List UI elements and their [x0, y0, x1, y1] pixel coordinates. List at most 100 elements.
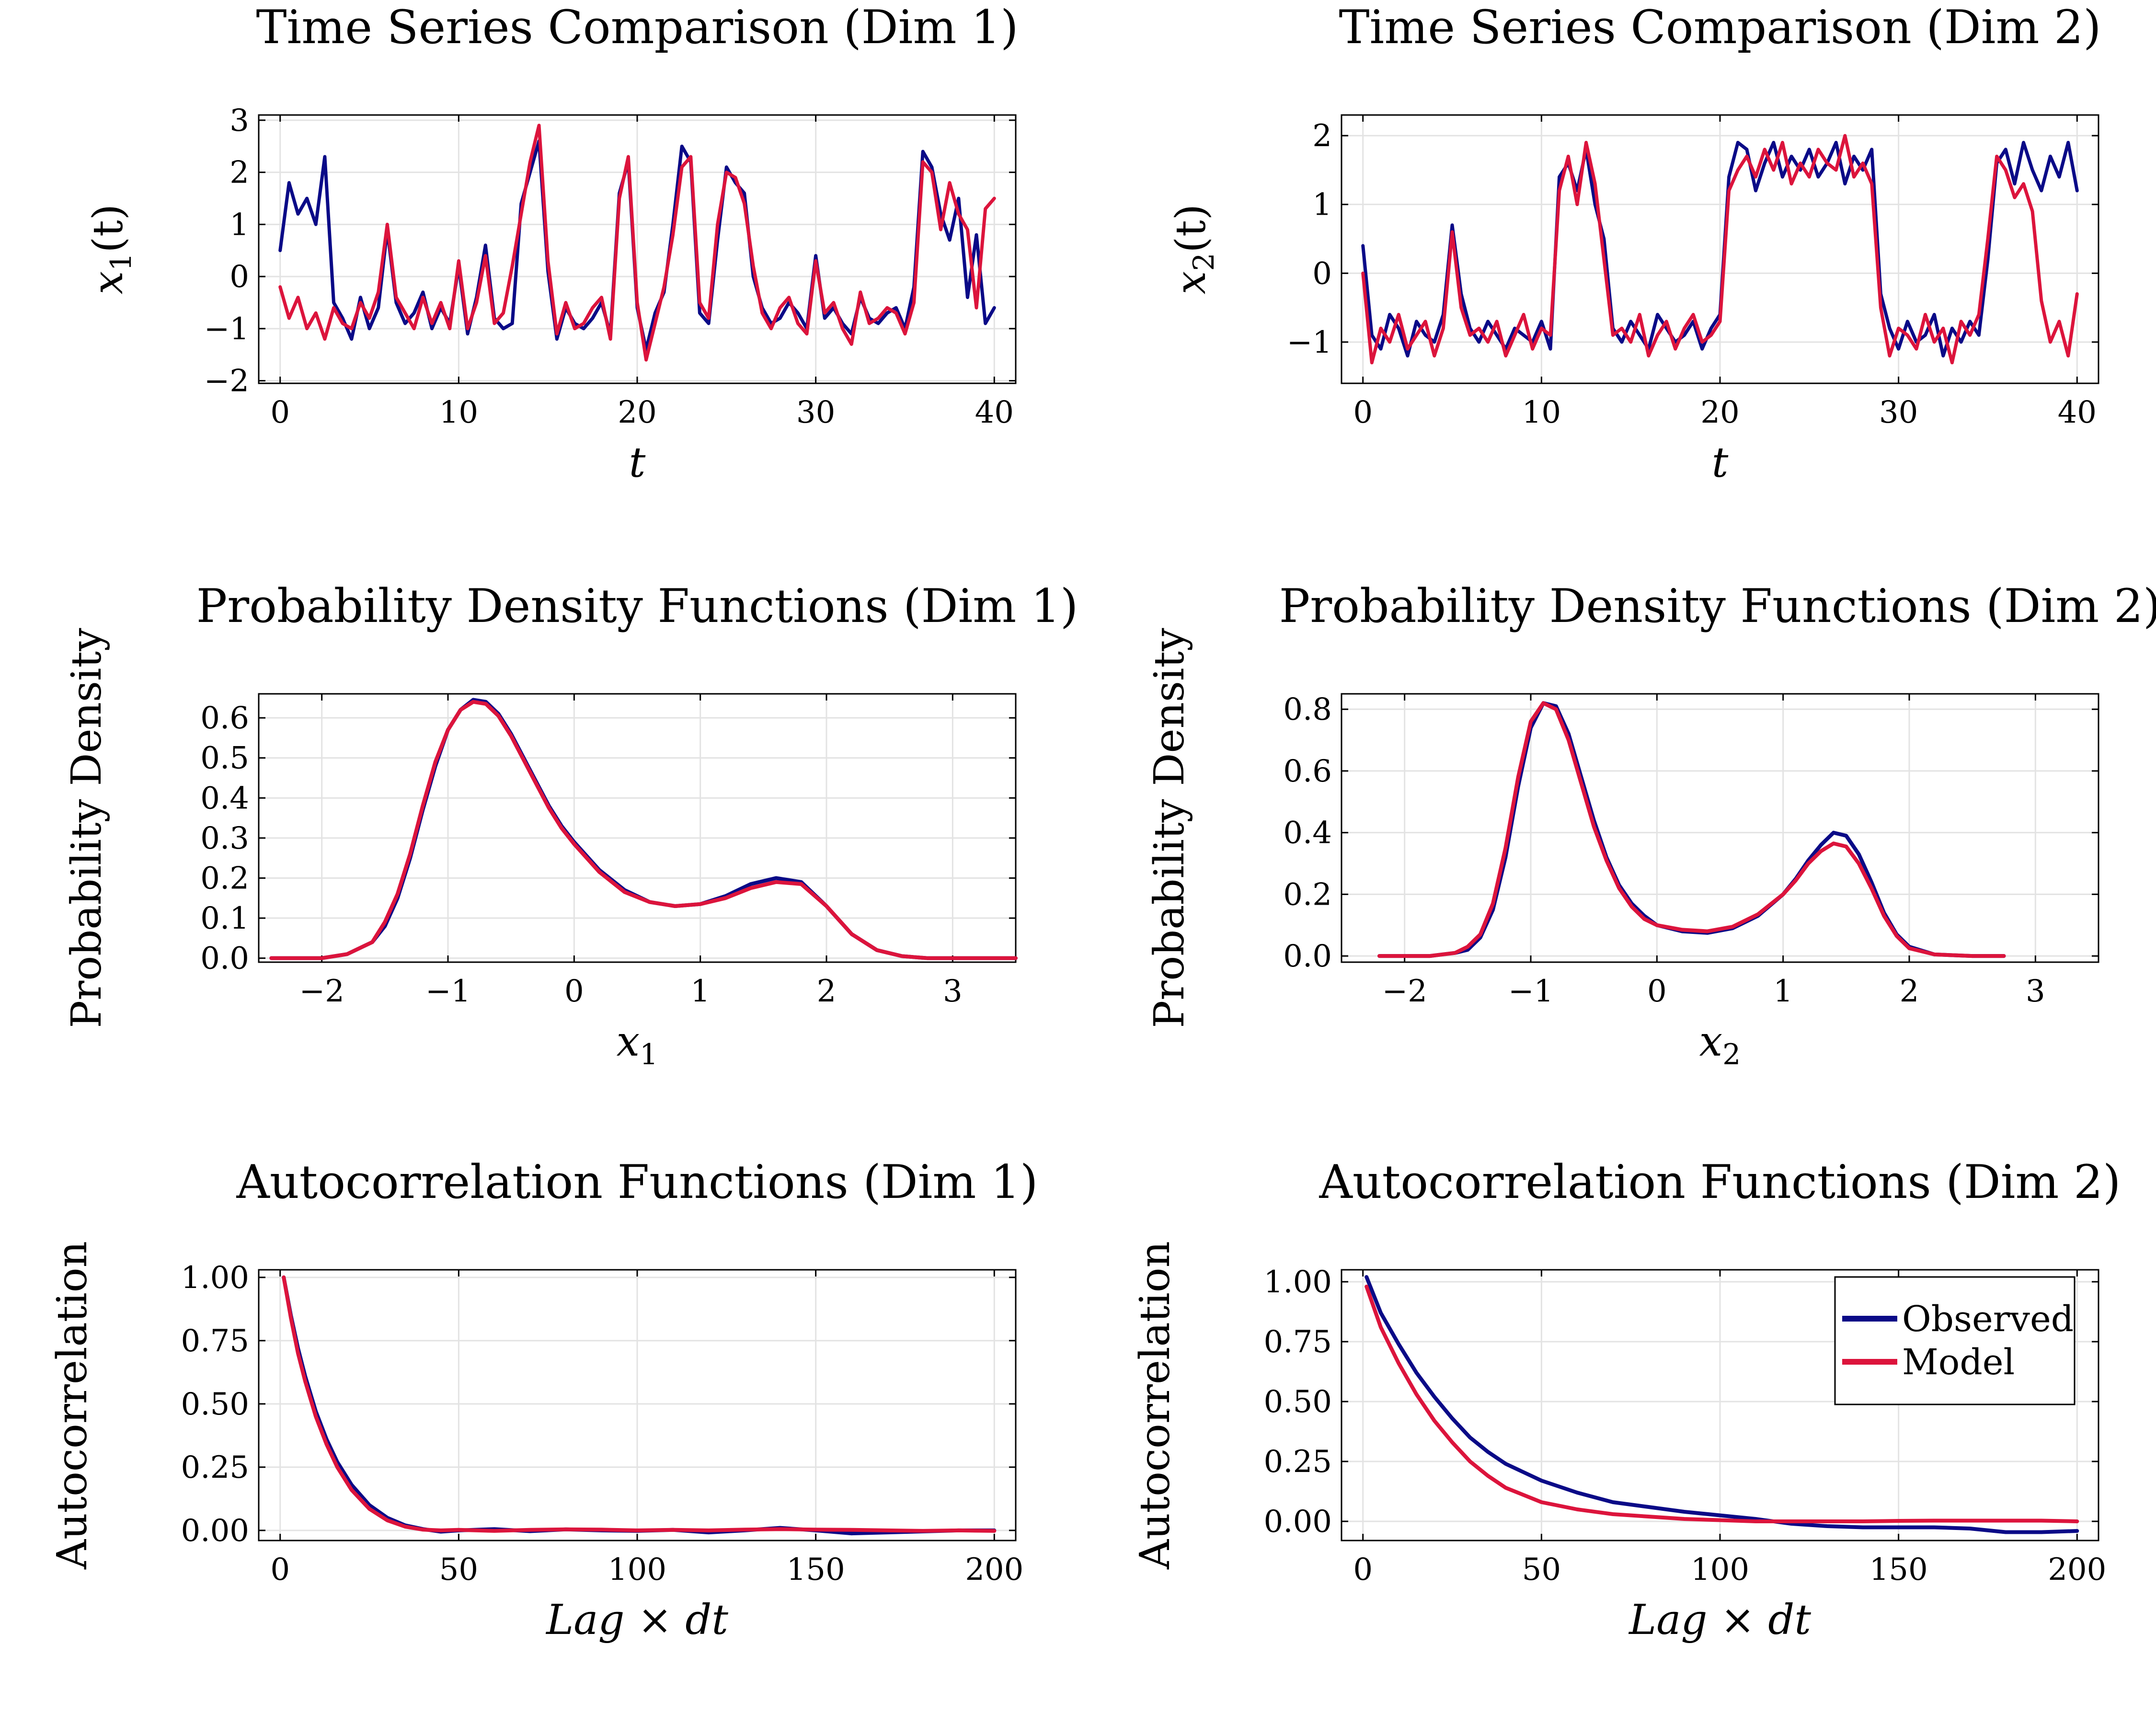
x-tick-label: −2 [1382, 974, 1427, 1009]
x-axis-label: Lag × dt [545, 1596, 728, 1644]
chart-ts1: 0 10 20 30 40 −2 −1 0 1 2 3 Time Series Comparison … [84, 0, 1019, 487]
chart-title: Time Series Comparison (Dim 2) [1339, 0, 2101, 54]
y-axis-label: x1(t) [84, 204, 138, 294]
y-tick-label: 0.50 [181, 1387, 250, 1422]
series-line-model [282, 1275, 997, 1533]
x-tick-label: 1 [690, 974, 710, 1009]
series-line-model [1365, 1285, 2079, 1523]
chart-acf1: 0 50 100 150 200 0.00 0.25 0.50 0.75 1.00 Autocorr… [48, 1155, 1038, 1644]
y-axis-label: Probability Density [63, 628, 111, 1028]
y-tick-label: −1 [204, 311, 249, 347]
y-tick-label: 1.00 [1264, 1265, 1332, 1300]
x-tick-label: 0 [564, 974, 584, 1009]
y-tick-label: 0.00 [181, 1513, 250, 1549]
x-tick-label: 2 [817, 974, 837, 1009]
x-tick-label: 50 [1522, 1552, 1561, 1587]
x-tick-label: 100 [1691, 1552, 1749, 1587]
y-tick-label: 0.75 [1264, 1324, 1332, 1360]
y-tick-label: 0.4 [1283, 816, 1332, 851]
x-tick-label: −2 [299, 974, 344, 1009]
series-line-model [269, 700, 1018, 960]
y-tick-label: 0.2 [200, 861, 249, 896]
y-tick-label: 0.0 [200, 941, 249, 977]
series-line-model [1377, 701, 2006, 958]
y-tick-label: 0.0 [1283, 939, 1332, 974]
y-tick-label: 0.75 [181, 1323, 250, 1359]
legend-box [1834, 1276, 2076, 1405]
x-axis-label: t [629, 439, 646, 487]
y-tick-label: 0.25 [1264, 1444, 1332, 1480]
x-tick-label: 0 [1353, 395, 1373, 430]
y-tick-label: 0 [1312, 256, 1332, 291]
y-tick-label: 2 [229, 155, 249, 191]
x-tick-label: 0 [1647, 974, 1667, 1009]
chart-ts2: 0 10 20 30 40 −1 0 1 2 Time Series Comparison (Di… [1167, 0, 2101, 487]
x-tick-label: 3 [943, 974, 963, 1009]
x-tick-label: 150 [1869, 1552, 1928, 1587]
y-axis-label: x2(t) [1167, 204, 1221, 294]
x-tick-label: 0 [1353, 1552, 1373, 1587]
x-tick-label: 1 [1773, 974, 1793, 1009]
y-tick-label: 1 [229, 207, 249, 242]
x-tick-label: 50 [439, 1552, 478, 1587]
x-tick-label: 150 [787, 1552, 845, 1587]
chart-acf2: 0 50 100 150 200 0.00 0.25 0.50 0.75 1.00 Autocorr… [1131, 1155, 2121, 1644]
chart-title: Autocorrelation Functions (Dim 2) [1319, 1155, 2121, 1209]
x-tick-label: 0 [270, 1552, 290, 1587]
y-tick-label: −1 [1287, 325, 1332, 360]
y-tick-label: 0.00 [1264, 1504, 1332, 1540]
series-line-observed [1365, 1275, 2079, 1534]
x-tick-label: 40 [975, 395, 1014, 430]
x-tick-label: 20 [1700, 395, 1739, 430]
x-tick-label: 10 [1522, 395, 1561, 430]
chart-title: Probability Density Functions (Dim 2) [1279, 579, 2156, 633]
x-tick-label: 3 [2026, 974, 2045, 1009]
y-axis-label: Probability Density [1146, 628, 1193, 1028]
y-tick-label: 1.00 [181, 1260, 250, 1296]
y-tick-label: 2 [1312, 118, 1332, 154]
y-tick-label: 0.3 [200, 821, 249, 856]
legend-model-label: Model [1902, 1342, 2015, 1383]
x-tick-label: −1 [425, 974, 470, 1009]
x-tick-label: 10 [439, 395, 478, 430]
x-tick-label: 2 [1900, 974, 1919, 1009]
y-tick-label: 0.6 [1283, 754, 1332, 789]
chart-pdf2: −2 −1 0 1 2 3 0.0 0.2 0.4 0.6 0.8 Probability Densi… [1146, 579, 2156, 1071]
y-tick-label: 0.1 [200, 901, 249, 936]
y-tick-label: −2 [204, 364, 249, 399]
x-tick-label: −1 [1508, 974, 1553, 1009]
legend-observed-label: Observed [1902, 1299, 2074, 1340]
x-tick-label: 200 [2048, 1552, 2106, 1587]
x-tick-label: 100 [608, 1552, 666, 1587]
x-tick-label: 200 [965, 1552, 1023, 1587]
y-tick-label: 3 [229, 103, 249, 138]
x-axis-label: Lag × dt [1628, 1596, 1811, 1644]
y-axis-label: Autocorrelation [48, 1241, 96, 1570]
x-tick-label: 20 [618, 395, 656, 430]
chart-title: Time Series Comparison (Dim 1) [256, 0, 1018, 54]
series-line-model [1361, 134, 2079, 365]
x-tick-label: 0 [270, 395, 290, 430]
x-tick-label: 30 [796, 395, 835, 430]
y-tick-label: 0.5 [200, 741, 249, 776]
y-tick-label: 0.4 [200, 781, 249, 816]
x-axis-label: x2 [1699, 1018, 1741, 1071]
y-tick-label: 0.2 [1283, 877, 1332, 912]
y-tick-label: 0.25 [181, 1450, 250, 1485]
y-axis-label: Autocorrelation [1131, 1241, 1179, 1570]
x-tick-label: 40 [2058, 395, 2097, 430]
y-tick-label: 0.50 [1264, 1384, 1332, 1420]
legend: Observed Model [1834, 1276, 2076, 1405]
plot-frame [258, 693, 1017, 963]
chart-pdf1: −2 −1 0 1 2 3 0.0 0.1 0.2 0.3 0.4 0.5 0.6 Probability… [63, 579, 1078, 1071]
y-tick-label: 0 [229, 259, 249, 295]
chart-title: Probability Density Functions (Dim 1) [196, 579, 1078, 633]
series-line-model [278, 124, 996, 362]
y-tick-label: 0.8 [1283, 692, 1332, 727]
x-axis-label: x1 [617, 1018, 658, 1071]
y-tick-label: 0.6 [200, 701, 249, 736]
x-tick-label: 30 [1879, 395, 1918, 430]
chart-title: Autocorrelation Functions (Dim 1) [236, 1155, 1038, 1209]
